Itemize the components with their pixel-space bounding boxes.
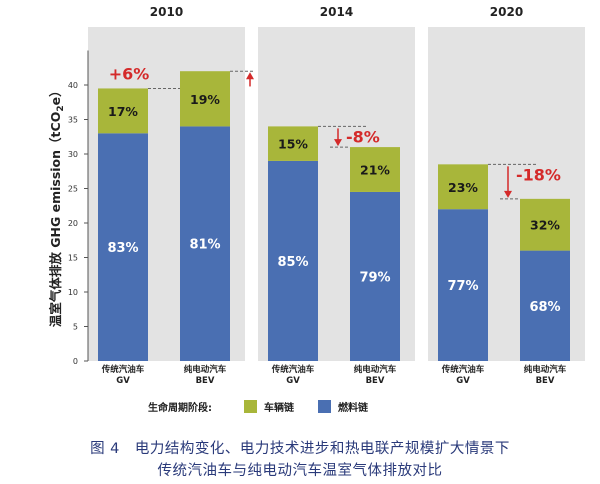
fuel-share-label: 85% xyxy=(277,255,308,270)
category-label-cn: 纯电动汽车 xyxy=(184,364,227,375)
vehicle-share-label: 21% xyxy=(360,163,390,178)
figure-caption-line-2: 传统汽油车与纯电动汽车温室气体排放对比 xyxy=(157,463,443,479)
category-label-cn: 传统汽油车 xyxy=(271,364,315,375)
y-tick-label: 0 xyxy=(73,357,78,366)
fuel-share-label: 79% xyxy=(359,270,390,285)
change-label-2014: -8% xyxy=(346,127,380,146)
category-label-cn: 纯电动汽车 xyxy=(354,364,397,375)
legend-swatch-vehicle xyxy=(244,400,257,413)
bar-fuel-chain xyxy=(520,250,570,361)
fuel-share-label: 81% xyxy=(189,238,220,253)
change-label-2020: -18% xyxy=(516,165,561,184)
bar-vehicle-chain xyxy=(438,164,488,210)
fuel-share-label: 77% xyxy=(447,279,478,294)
fuel-share-label: 83% xyxy=(107,241,138,256)
bar-fuel-chain xyxy=(350,191,400,361)
change-arrow-head xyxy=(504,190,512,198)
y-tick-label: 25 xyxy=(68,185,78,194)
vehicle-share-label: 15% xyxy=(278,137,308,152)
y-tick-label: 5 xyxy=(73,323,78,332)
category-label-en: GV xyxy=(116,376,130,386)
category-label-en: GV xyxy=(286,376,300,386)
vehicle-share-label: 17% xyxy=(108,104,138,119)
category-label-cn: 传统汽油车 xyxy=(101,364,145,375)
category-label-cn: 纯电动汽车 xyxy=(524,364,567,375)
year-label-2010: 2010 xyxy=(150,5,183,19)
y-axis-title: 温室气体排放 GHG emission（tCO2e） xyxy=(48,84,66,327)
y-tick-label: 10 xyxy=(68,288,78,297)
bar-vehicle-chain xyxy=(268,126,318,161)
legend-swatch-fuel xyxy=(318,400,331,413)
y-tick-label: 20 xyxy=(68,219,78,228)
legend-label-vehicle: 车辆链 xyxy=(264,401,295,414)
y-tick-label: 35 xyxy=(68,116,78,125)
bar-fuel-chain xyxy=(180,126,230,362)
fuel-share-label: 68% xyxy=(529,300,560,315)
bar-fuel-chain xyxy=(98,133,148,361)
figure-caption-line-1: 图 4 电力结构变化、电力技术进步和热电联产规模扩大情景下 xyxy=(90,441,510,457)
category-label-cn: 传统汽油车 xyxy=(441,364,485,375)
category-label-en: BEV xyxy=(366,376,385,386)
vehicle-share-label: 19% xyxy=(190,92,220,107)
y-tick-label: 40 xyxy=(68,81,78,90)
bar-fuel-chain xyxy=(438,209,488,361)
bar-vehicle-chain xyxy=(520,198,570,251)
category-label-en: GV xyxy=(456,376,470,386)
vehicle-share-label: 23% xyxy=(448,180,478,195)
year-label-2014: 2014 xyxy=(320,5,353,19)
legend-title: 生命周期阶段: xyxy=(148,401,212,414)
legend-label-fuel: 燃料链 xyxy=(338,401,369,414)
year-label-2020: 2020 xyxy=(490,5,523,19)
bar-vehicle-chain xyxy=(350,147,400,192)
bar-vehicle-chain xyxy=(180,71,230,127)
category-label-en: BEV xyxy=(536,376,555,386)
y-tick-label: 15 xyxy=(68,254,78,263)
change-arrow-head xyxy=(334,139,342,147)
bar-vehicle-chain xyxy=(98,88,148,134)
y-tick-label: 30 xyxy=(68,150,78,159)
bar-fuel-chain xyxy=(268,160,318,361)
change-label-2010: +6% xyxy=(109,64,150,83)
category-label-en: BEV xyxy=(196,376,215,386)
vehicle-share-label: 32% xyxy=(530,218,560,233)
change-arrow-head xyxy=(246,72,254,80)
